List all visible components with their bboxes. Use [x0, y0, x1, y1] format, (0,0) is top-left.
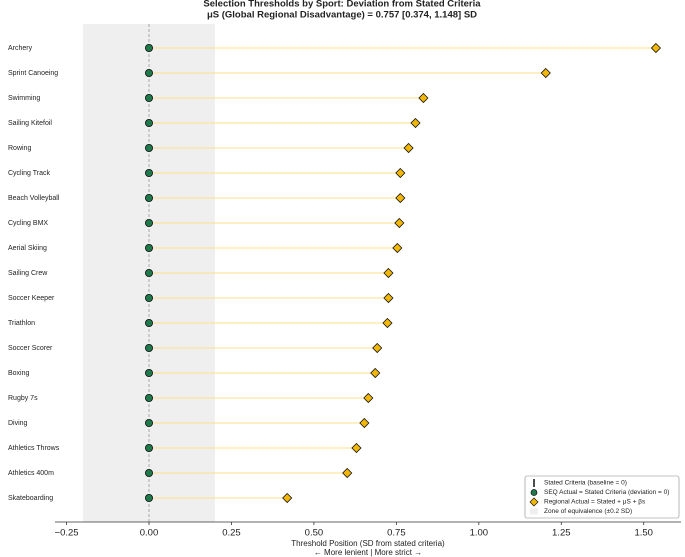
- y-tick-label: Athletics Throws: [8, 445, 60, 452]
- y-tick-label: Boxing: [8, 370, 30, 377]
- seq-point: [144, 368, 153, 377]
- regional-point: [359, 417, 370, 429]
- y-tick-label: Beach Volleyball: [8, 195, 60, 202]
- regional-point: [410, 117, 421, 129]
- seq-point: [144, 343, 153, 352]
- y-tick-label: Soccer Scorer: [8, 345, 53, 352]
- seq-point: [144, 143, 153, 152]
- legend-label: Regional Actual = Stated + μS + βs: [544, 499, 646, 506]
- x-tick-label: 1.50: [634, 528, 653, 539]
- regional-point: [394, 217, 405, 229]
- x-tick-label: −0.25: [55, 528, 79, 539]
- y-tick-label: Soccer Keeper: [8, 295, 55, 302]
- regional-point: [370, 367, 381, 379]
- seq-point: [144, 94, 153, 103]
- legend-swatch: [530, 508, 538, 515]
- seq-point: [144, 418, 153, 427]
- seq-point: [144, 69, 153, 78]
- legend-swatch: [530, 489, 538, 496]
- y-tick-label: Rugby 7s: [8, 395, 38, 402]
- chart-title: Selection Thresholds by Sport: Deviation…: [203, 0, 481, 10]
- y-tick-label: Sailing Kitefoil: [8, 120, 52, 127]
- y-tick-label: Cycling Track: [8, 170, 51, 177]
- legend-box: [524, 475, 680, 519]
- y-tick-label: Sailing Crew: [8, 270, 48, 277]
- seq-point: [144, 243, 153, 252]
- y-tick-label: Athletics 400m: [8, 470, 54, 477]
- regional-point: [342, 467, 353, 479]
- seq-point: [144, 393, 153, 402]
- seq-point: [144, 318, 153, 327]
- seq-point: [144, 468, 153, 477]
- x-axis-sublabel: ← More lenient | More strict →: [314, 548, 422, 557]
- x-tick-label: 0.25: [222, 528, 241, 539]
- y-tick-label: Swimming: [8, 95, 40, 102]
- seq-point: [144, 268, 153, 277]
- legend-label: SEQ Actual = Stated Criteria (deviation …: [544, 489, 669, 496]
- y-tick-label: Archery: [8, 45, 33, 52]
- y-tick-label: Aerial Skiing: [8, 245, 47, 252]
- seq-point: [144, 119, 153, 128]
- seq-point: [144, 44, 153, 53]
- regional-point: [383, 267, 394, 279]
- regional-point: [351, 442, 362, 454]
- x-tick-label: 0.00: [140, 528, 159, 539]
- chart-subtitle: μS (Global Regional Disadvantage) = 0.75…: [207, 10, 477, 21]
- regional-point: [540, 67, 551, 79]
- y-tick-label: Diving: [8, 420, 28, 427]
- x-tick-label: 0.75: [387, 528, 406, 539]
- x-axis-label: Threshold Position (SD from stated crite…: [291, 539, 445, 548]
- regional-point: [403, 142, 414, 154]
- regional-point: [383, 292, 394, 304]
- regional-point: [372, 342, 383, 354]
- regional-point: [392, 242, 403, 254]
- regional-point: [418, 92, 429, 104]
- regional-point: [363, 392, 374, 404]
- regional-point: [395, 167, 406, 179]
- seq-point: [144, 193, 153, 202]
- y-tick-label: Sprint Canoeing: [8, 70, 58, 77]
- seq-point: [144, 168, 153, 177]
- seq-point: [144, 293, 153, 302]
- regional-point: [650, 42, 661, 54]
- y-tick-label: Skateboarding: [8, 495, 53, 502]
- seq-point: [144, 493, 153, 502]
- y-tick-label: Triathlon: [8, 320, 35, 327]
- seq-point: [144, 443, 153, 452]
- x-tick-label: 1.00: [470, 528, 489, 539]
- x-tick-label: 1.25: [552, 528, 571, 539]
- legend-label: Zone of equivalence (±0.2 SD): [544, 508, 632, 515]
- regional-point: [382, 317, 393, 329]
- x-tick-label: 0.50: [305, 528, 324, 539]
- y-tick-label: Rowing: [8, 145, 31, 152]
- regional-point: [395, 192, 406, 204]
- regional-point: [282, 492, 293, 504]
- y-tick-label: Cycling BMX: [8, 220, 48, 227]
- legend-label: Stated Criteria (baseline = 0): [544, 480, 627, 487]
- seq-point: [144, 218, 153, 227]
- legend-swatch: [529, 497, 539, 507]
